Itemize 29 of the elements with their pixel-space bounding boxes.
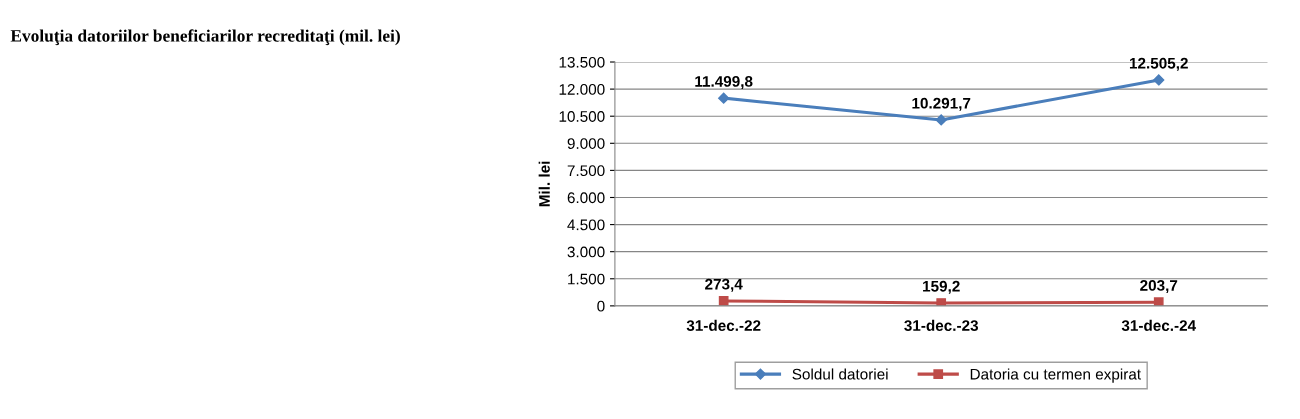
data-label: 11.499,8 [695, 75, 753, 89]
legend-label: Datoria cu termen expirat [970, 368, 1141, 383]
point [1153, 74, 1165, 86]
point [936, 298, 947, 306]
x-tick-label: 31-dec.-24 [1121, 319, 1197, 331]
point [1153, 297, 1164, 306]
x-tick-label: 31-dec.-22 [686, 319, 761, 331]
y-tick-label: 6.000 [567, 192, 605, 204]
y-tick-label: 12.000 [559, 83, 605, 95]
y-tick-label: 0 [597, 300, 605, 312]
data-label: 12.505,2 [1129, 57, 1188, 71]
data-label: 159,2 [923, 280, 960, 294]
data-label: 203,7 [1140, 280, 1178, 294]
y-tick-label: 7.500 [567, 165, 605, 177]
legend-label: Soldul datoriei [792, 368, 888, 380]
point [935, 114, 947, 126]
y-tick-label: 4.500 [567, 219, 605, 231]
point [718, 296, 729, 306]
y-tick-label: 10.500 [559, 111, 605, 122]
y-tick-label: 13.500 [559, 56, 605, 68]
y-tick-label: 9.000 [567, 138, 605, 149]
data-label: 273,4 [705, 278, 743, 292]
y-tick-label: 3.000 [567, 246, 605, 258]
point [718, 92, 730, 104]
data-label: 10.291,7 [912, 97, 971, 111]
x-tick-label: 31-dec.-23 [904, 319, 979, 331]
y-axis-title: Mil. lei [538, 161, 550, 207]
text: Evoluţia datoriilor beneficiarilor recreditaţi (mil. lei) [10, 29, 400, 46]
y-tick-label: 1.500 [568, 273, 605, 285]
